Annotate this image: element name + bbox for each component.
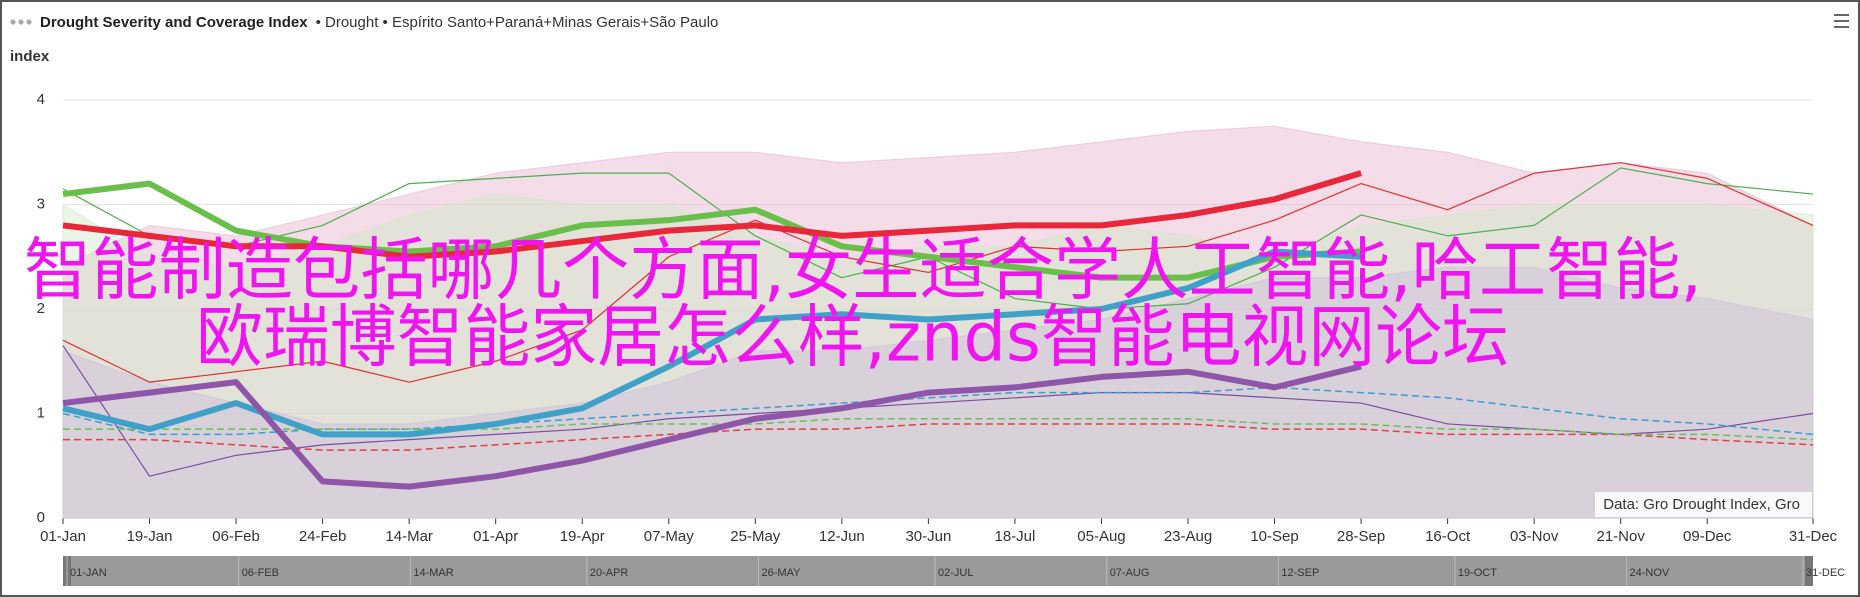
x-tick-label: 07-May	[644, 528, 695, 545]
series-line	[63, 417, 1814, 441]
x-tick-label: 16-Oct	[1425, 528, 1471, 545]
navigator-label: 20-APR	[590, 567, 629, 579]
x-tick-label: 09-Dec	[1683, 528, 1732, 545]
navigator-label: 07-AUG	[1110, 567, 1150, 579]
x-tick-label: 19-Apr	[560, 528, 605, 545]
subtitle: • Drought • Espírito Santo+Paraná+Minas …	[316, 14, 719, 31]
x-tick-label: 28-Sep	[1337, 528, 1385, 545]
x-tick-label: 14-Mar	[385, 528, 433, 545]
overlay-text: 智能制造包括哪几个方面,女生适合学人工智能,哈工智能, 欧瑞博智能家居怎么样,z…	[24, 232, 1702, 378]
navigator-label: 02-JUL	[938, 567, 973, 579]
navigator-label: 14-MAR	[413, 567, 453, 579]
x-tick-label: 03-Nov	[1510, 528, 1559, 545]
series-line	[62, 345, 1814, 477]
dot	[10, 19, 16, 25]
series-line	[63, 423, 1814, 451]
navigator-label: 01-JAN	[70, 567, 107, 579]
overlay-line: 智能制造包括哪几个方面,女生适合学人工智能,哈工智能,	[24, 232, 1702, 311]
x-tick-label: 18-Jul	[994, 528, 1035, 545]
series-line-thick	[62, 170, 1362, 260]
x-tick-label: 05-Aug	[1077, 528, 1125, 545]
x-tick-label: 23-Aug	[1164, 528, 1212, 545]
y-tick-label: 0	[37, 509, 45, 526]
navigator-label: 12-SEP	[1281, 567, 1319, 579]
x-tick-label: 24-Feb	[299, 528, 347, 545]
x-tick-label: 12-Jun	[819, 528, 865, 545]
navigator-handle[interactable]	[1805, 556, 1813, 586]
series-line-thick	[62, 180, 1362, 281]
y-axis-label: index	[10, 48, 50, 65]
x-tick-label: 06-Feb	[212, 528, 260, 545]
overlay-line: 欧瑞博智能家居怎么样,znds智能电视网论坛	[196, 299, 1509, 378]
header: Drought Severity and Coverage Index • Dro…	[40, 14, 718, 31]
x-tick-label: 10-Sep	[1250, 528, 1298, 545]
y-tick-label: 2	[37, 300, 45, 317]
series-line-thick	[62, 363, 1362, 490]
dot	[26, 19, 32, 25]
navigator-label: 19-OCT	[1458, 567, 1497, 579]
x-tick-label: 31-Dec	[1789, 528, 1838, 545]
credit: Data: Gro Drought Index, Gro	[1603, 496, 1800, 513]
menu-dots[interactable]	[10, 19, 32, 25]
x-tick-label: 21-Nov	[1597, 528, 1646, 545]
dot	[18, 19, 24, 25]
credit-box	[1595, 492, 1812, 517]
series-line	[62, 162, 1814, 383]
navigator-labels: 01-JAN 06-FEB 14-MAR 20-APR 26-MAY 02-JUL 07-A…	[66, 556, 1845, 586]
navigator-label: 06-FEB	[242, 567, 279, 579]
x-tick-label: 25-May	[730, 528, 781, 545]
series-line-thick	[62, 248, 1362, 438]
x-tick-label: 30-Jun	[905, 528, 951, 545]
x-tick-label: 19-Jan	[127, 528, 173, 545]
navigator[interactable]	[63, 556, 1813, 586]
y-tick-label: 1	[37, 404, 45, 421]
hamburger-menu[interactable]	[1834, 14, 1849, 28]
navigator-label: 26-MAY	[762, 567, 802, 579]
navigator-label: 31-DEC	[1806, 567, 1845, 579]
plot: 0 1 2 3 4 01-Jan 19-Jan 06-Feb 24-Feb 14-Mar 01-Ap…	[37, 91, 1838, 545]
y-tick-label: 4	[37, 91, 45, 108]
navigator-label: 24-NOV	[1630, 567, 1670, 579]
title: Drought Severity and Coverage Index	[40, 14, 308, 31]
area	[62, 193, 1814, 519]
y-tick-label: 3	[37, 195, 45, 212]
x-tick-label: 01-Apr	[473, 528, 518, 545]
x-tick-label: 01-Jan	[40, 528, 86, 545]
